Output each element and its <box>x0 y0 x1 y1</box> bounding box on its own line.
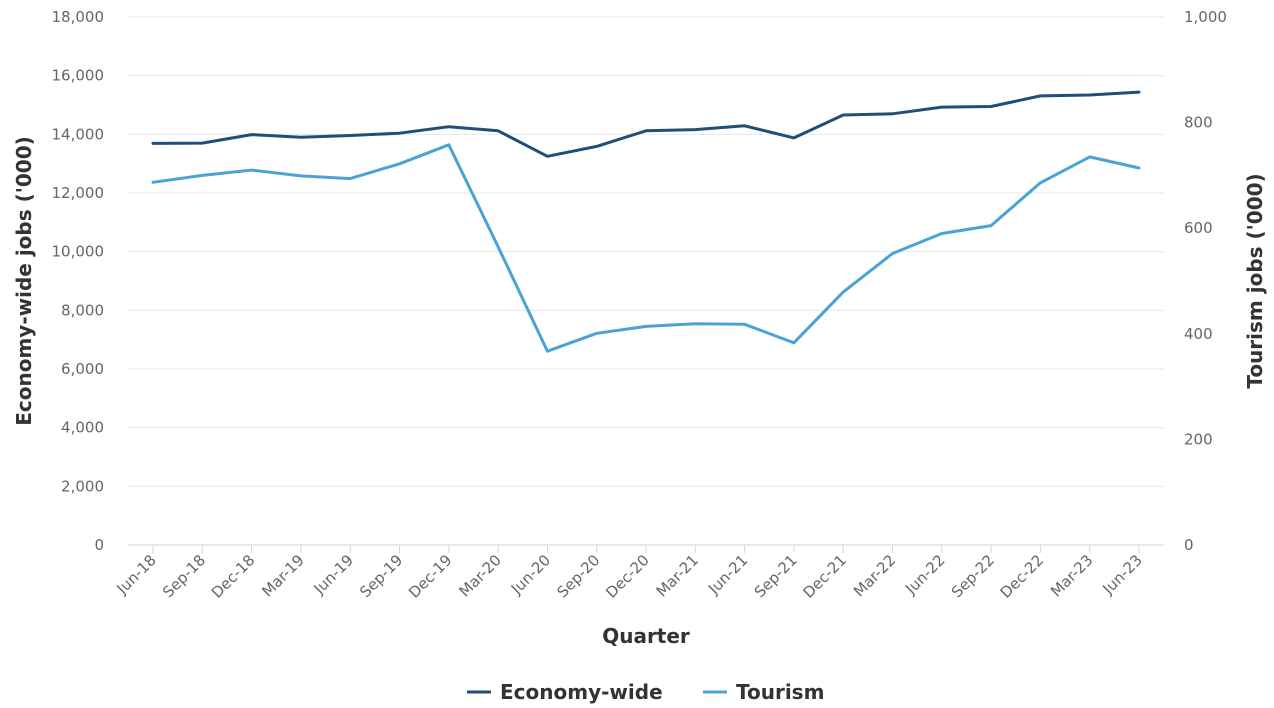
x-tick-label: Dec-18 <box>208 551 259 602</box>
left-axis-ticks: 0 2,000 4,000 6,000 8,000 10,000 12,000 14,000 1… <box>52 8 105 554</box>
right-tick-label: 800 <box>1184 114 1213 132</box>
x-tick-label: Jun-18 <box>112 551 159 598</box>
left-tick-label: 8,000 <box>61 301 104 319</box>
x-tick-label: Mar-19 <box>258 551 307 600</box>
x-tick-label: Dec-20 <box>602 551 653 602</box>
left-tick-label: 2,000 <box>61 477 104 495</box>
x-tick-label: Mar-23 <box>1047 551 1096 600</box>
legend-item-tourism[interactable]: Tourism <box>703 680 824 704</box>
x-tick-label: Sep-20 <box>553 551 603 601</box>
left-tick-label: 6,000 <box>61 360 104 378</box>
right-tick-label: 200 <box>1184 430 1213 448</box>
series-lines <box>151 90 1141 353</box>
legend: Economy-wide Tourism <box>467 680 824 704</box>
y-axis-right-title: Tourism jobs ('000) <box>1243 173 1267 388</box>
left-tick-label: 14,000 <box>52 125 105 143</box>
right-tick-label: 400 <box>1184 325 1213 343</box>
right-axis-ticks: 0 200 400 600 800 1,000 <box>1184 8 1227 554</box>
left-tick-label: 12,000 <box>52 184 105 202</box>
legend-item-economy-wide[interactable]: Economy-wide <box>467 680 663 704</box>
left-tick-label: 0 <box>94 536 104 554</box>
x-tick-label: Mar-22 <box>850 551 899 600</box>
gridlines <box>128 16 1164 546</box>
series-line-tourism[interactable] <box>151 143 1141 353</box>
x-tick-label: Sep-19 <box>356 551 406 601</box>
right-tick-label: 600 <box>1184 219 1213 237</box>
legend-label-tourism: Tourism <box>736 680 824 704</box>
left-tick-label: 10,000 <box>52 243 105 261</box>
right-tick-label: 1,000 <box>1184 8 1227 26</box>
left-tick-label: 16,000 <box>52 67 105 85</box>
x-tick-label: Dec-21 <box>799 551 850 602</box>
left-tick-label: 4,000 <box>61 419 104 437</box>
x-tick-label: Jun-19 <box>310 551 357 598</box>
x-tick-label: Mar-21 <box>653 551 702 600</box>
x-tick-label: Jun-22 <box>901 551 948 598</box>
left-tick-label: 18,000 <box>52 8 105 26</box>
x-tick-label: Sep-22 <box>948 551 998 601</box>
right-tick-label: 0 <box>1184 536 1194 554</box>
x-tick-label: Jun-21 <box>704 551 751 598</box>
x-tick-label: Jun-23 <box>1098 551 1145 598</box>
y-axis-left-title: Economy-wide jobs ('000) <box>12 136 36 426</box>
x-tick-label: Sep-18 <box>159 551 209 601</box>
series-line-economy-wide[interactable] <box>151 90 1141 158</box>
legend-label-economy-wide: Economy-wide <box>500 680 663 704</box>
x-tick-label: Dec-22 <box>997 551 1048 602</box>
x-tick-label: Mar-20 <box>456 551 505 600</box>
x-tick-label: Jun-20 <box>507 551 554 598</box>
x-axis-title: Quarter <box>602 624 690 648</box>
x-tick-label: Sep-21 <box>751 551 801 601</box>
x-tick-label: Dec-19 <box>405 551 456 602</box>
